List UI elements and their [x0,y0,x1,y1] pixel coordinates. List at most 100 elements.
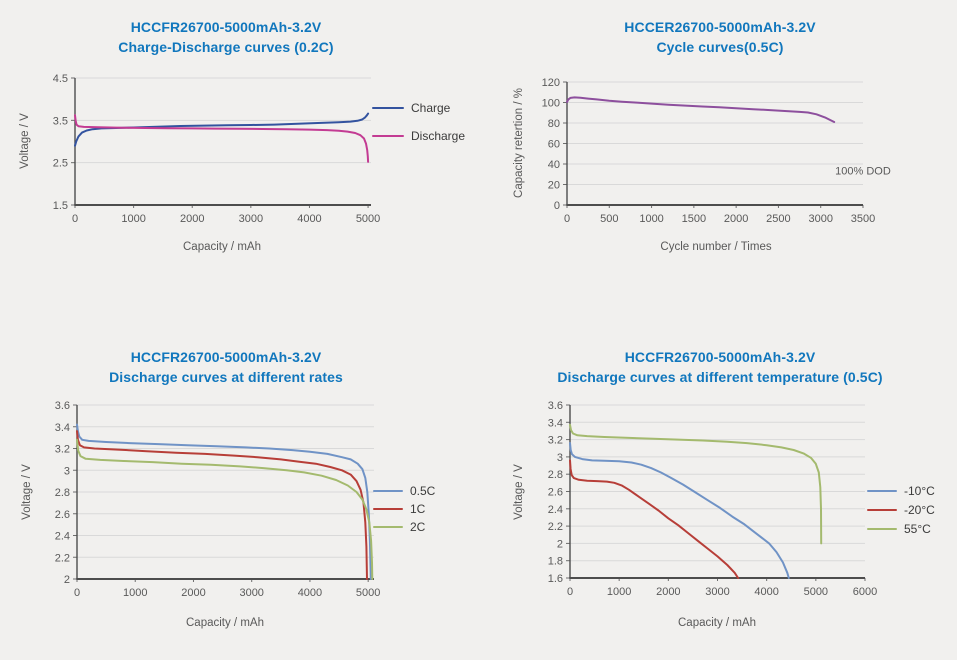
legend-label: 0.5C [410,484,436,498]
legend-label: Charge [411,101,451,115]
x-tick-label: 4000 [298,587,322,599]
x-tick-label: 5000 [804,586,828,598]
legend-label: 1C [410,502,426,516]
y-tick-label: 2 [557,538,563,550]
series-line-1c [76,430,368,580]
chart-card-discharge-temperature: HCCFR26700-5000mAh-3.2V Discharge curves… [479,330,957,660]
x-tick-label: 2500 [766,213,790,225]
chart-canvas-cycle: Capacity retertion / % Cycle number / Ti… [513,77,891,253]
x-tick-label: 0 [564,213,570,225]
x-tick-label: 3000 [705,586,729,598]
x-tick-label: 1500 [682,213,706,225]
series-line-10-c [569,442,790,579]
chart-title: HCCER26700-5000mAh-3.2V Cycle curves(0.5… [481,17,957,57]
annotation-label: 100% DOD [835,165,891,177]
y-tick-label: 2.4 [55,531,70,543]
y-tick-label: 60 [548,139,560,151]
x-tick-label: 0 [567,586,573,598]
chart-title: HCCFR26700-5000mAh-3.2V Discharge curves… [0,347,452,387]
chart-title: HCCFR26700-5000mAh-3.2V Discharge curves… [481,347,957,387]
plot-area: 1.6 1.8 2 2.2 2.4 2.6 2.8 3 3.2 3.4 3.6 0 1000 2000 30… [548,400,935,598]
plot-area: 0 20 40 60 80 100 120 0 500 1000 1500 2000 2500 3000 3… [542,77,891,225]
series-line-55-c [569,423,823,545]
legend-label: Discharge [411,129,465,143]
x-tick-label: 2000 [180,213,204,225]
chart-card-cycle: HCCER26700-5000mAh-3.2V Cycle curves(0.5… [479,0,957,330]
x-axis-label: Capacity / mAh [186,617,264,629]
y-tick-label: 2.4 [548,504,563,516]
series-line-0-5c [76,423,372,580]
x-tick-label: 6000 [853,586,877,598]
y-tick-label: 4.5 [53,73,68,85]
chart-title-line1: HCCER26700-5000mAh-3.2V [624,19,816,35]
chart-title: HCCFR26700-5000mAh-3.2V Charge-Discharge… [0,17,452,57]
x-tick-label: 3000 [808,213,832,225]
chart-title-line2: Discharge curves at different temperatur… [557,369,883,385]
y-tick-label: 3.6 [548,400,563,412]
y-tick-label: 3 [557,452,563,464]
chart-canvas-charge-discharge: Voltage / V Capacity / mAh 1.5 2.5 3.5 4.5 0… [19,73,465,253]
x-tick-label: 0 [72,213,78,225]
y-tick-label: 1.5 [53,200,68,212]
y-tick-label: 0 [554,200,560,212]
y-tick-label: 1.8 [548,556,563,568]
x-tick-label: 3500 [851,213,875,225]
x-tick-label: 2000 [724,213,748,225]
chart-card-charge-discharge: HCCFR26700-5000mAh-3.2V Charge-Discharge… [0,0,478,330]
y-tick-label: 2.6 [55,509,70,521]
chart-canvas-discharge-temperature: Voltage / V Capacity / mAh 1.6 1.8 2 2.2 2.4… [513,400,935,629]
legend-label: 2C [410,520,426,534]
y-tick-label: 120 [542,77,560,89]
x-tick-label: 1000 [123,587,147,599]
x-tick-label: 5000 [356,213,380,225]
series-line-discharge [74,114,370,163]
chart-card-discharge-rates: HCCFR26700-5000mAh-3.2V Discharge curves… [0,330,478,660]
y-tick-label: 2.5 [53,158,68,170]
series-line-100-dod [566,96,836,123]
y-tick-label: 2.8 [55,487,70,499]
y-tick-label: 2.2 [548,521,563,533]
series-line-2c [76,438,374,580]
y-axis-label: Capacity retertion / % [513,88,525,198]
y-tick-label: 40 [548,159,560,171]
y-tick-label: 80 [548,118,560,130]
y-tick-label: 3.2 [548,435,563,447]
x-axis-label: Capacity / mAh [183,241,261,253]
y-axis-label: Voltage / V [21,464,33,520]
legend-label: 55°C [904,522,931,536]
series-line-charge [74,112,370,147]
y-tick-label: 2.8 [548,469,563,481]
chart-title-line1: HCCFR26700-5000mAh-3.2V [624,349,816,365]
y-tick-label: 3.6 [55,400,70,412]
chart-canvas-discharge-rates: Voltage / V Capacity / mAh 2 2.2 2.4 2.6 2.8… [21,400,436,629]
y-tick-label: 20 [548,180,560,192]
y-tick-label: 3 [64,465,70,477]
x-tick-label: 5000 [356,587,380,599]
x-tick-label: 1000 [121,213,145,225]
x-tick-label: 3000 [239,587,263,599]
x-tick-label: 2000 [181,587,205,599]
chart-title-line2: Discharge curves at different rates [109,369,343,385]
y-tick-label: 100 [542,98,560,110]
plot-area: 2 2.2 2.4 2.6 2.8 3 3.2 3.4 3.6 0 1000 2000 3000 4000… [55,400,436,599]
y-tick-label: 2 [64,574,70,586]
y-tick-label: 1.6 [548,573,563,585]
chart-title-line2: Cycle curves(0.5C) [656,39,784,55]
x-tick-label: 1000 [639,213,663,225]
y-tick-label: 2.2 [55,552,70,564]
x-tick-label: 4000 [754,586,778,598]
legend-label: -20°C [904,503,935,517]
x-tick-label: 3000 [239,213,263,225]
x-tick-label: 500 [600,213,618,225]
y-tick-label: 3.5 [53,115,68,127]
x-axis-label: Cycle number / Times [660,241,771,253]
chart-title-line1: HCCFR26700-5000mAh-3.2V [130,349,322,365]
chart-title-line2: Charge-Discharge curves (0.2C) [118,39,334,55]
y-tick-label: 3.4 [55,422,70,434]
x-tick-label: 0 [74,587,80,599]
y-tick-label: 3.2 [55,444,70,456]
x-tick-label: 4000 [297,213,321,225]
series-line-20-c [569,459,740,579]
chart-title-line1: HCCFR26700-5000mAh-3.2V [130,19,322,35]
